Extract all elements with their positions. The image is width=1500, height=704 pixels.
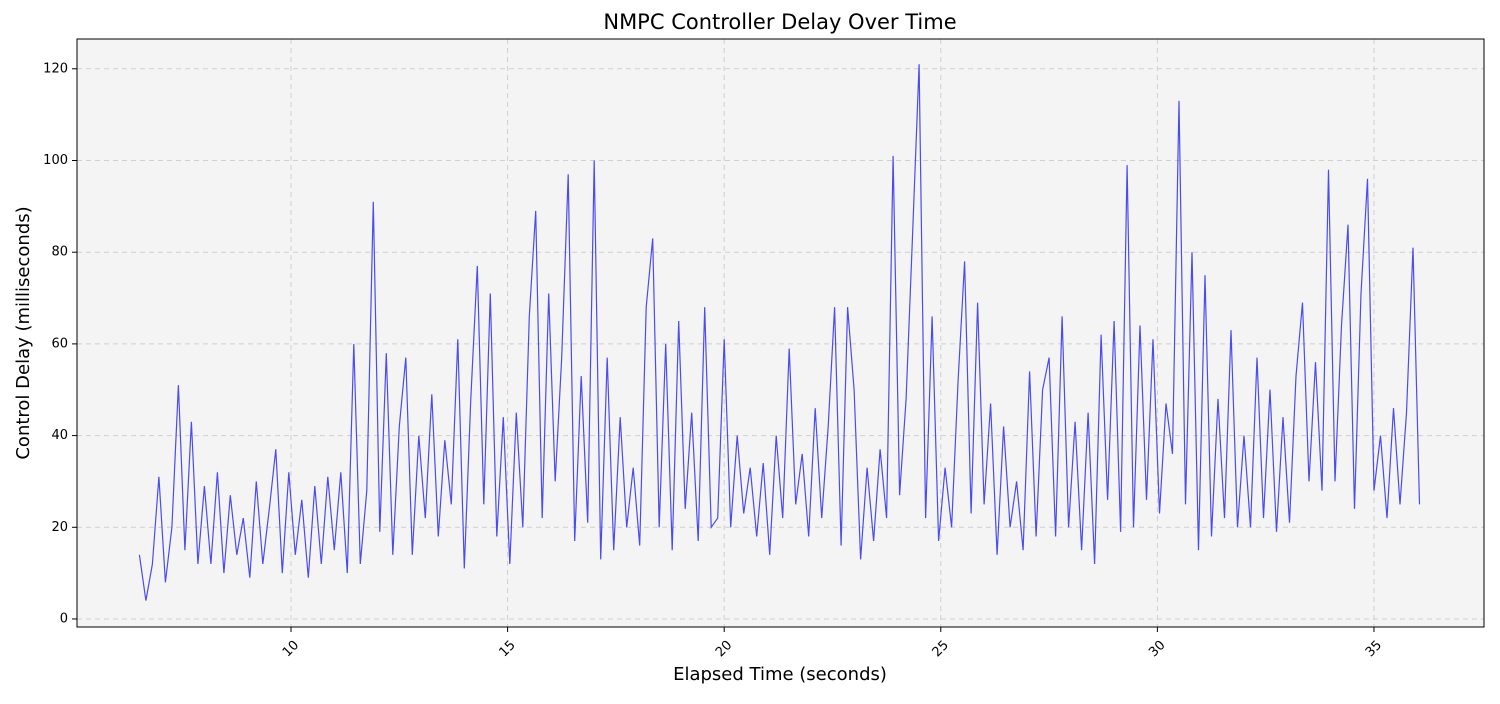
y-tick-label: 60 (51, 336, 68, 351)
chart-title: NMPC Controller Delay Over Time (603, 10, 956, 34)
y-axis-label: Control Delay (milliseconds) (13, 206, 34, 459)
y-tick-label: 20 (51, 520, 68, 535)
y-tick-label: 40 (51, 428, 68, 443)
plot-area (77, 39, 1484, 627)
y-tick-label: 100 (43, 153, 68, 168)
x-tick-label: 10 (280, 638, 302, 660)
x-tick-label: 20 (713, 638, 735, 660)
y-tick-label: 120 (43, 61, 68, 76)
x-axis-label: Elapsed Time (seconds) (673, 664, 887, 685)
x-tick-label: 35 (1363, 638, 1385, 660)
data-line (138, 64, 1421, 601)
x-tick-label: 25 (930, 638, 952, 660)
x-tick-label: 30 (1146, 638, 1168, 660)
plot-frame (76, 38, 1485, 628)
x-tick-label: 15 (496, 638, 518, 660)
y-tick-label: 80 (51, 245, 68, 260)
y-tick-label: 0 (60, 611, 68, 626)
